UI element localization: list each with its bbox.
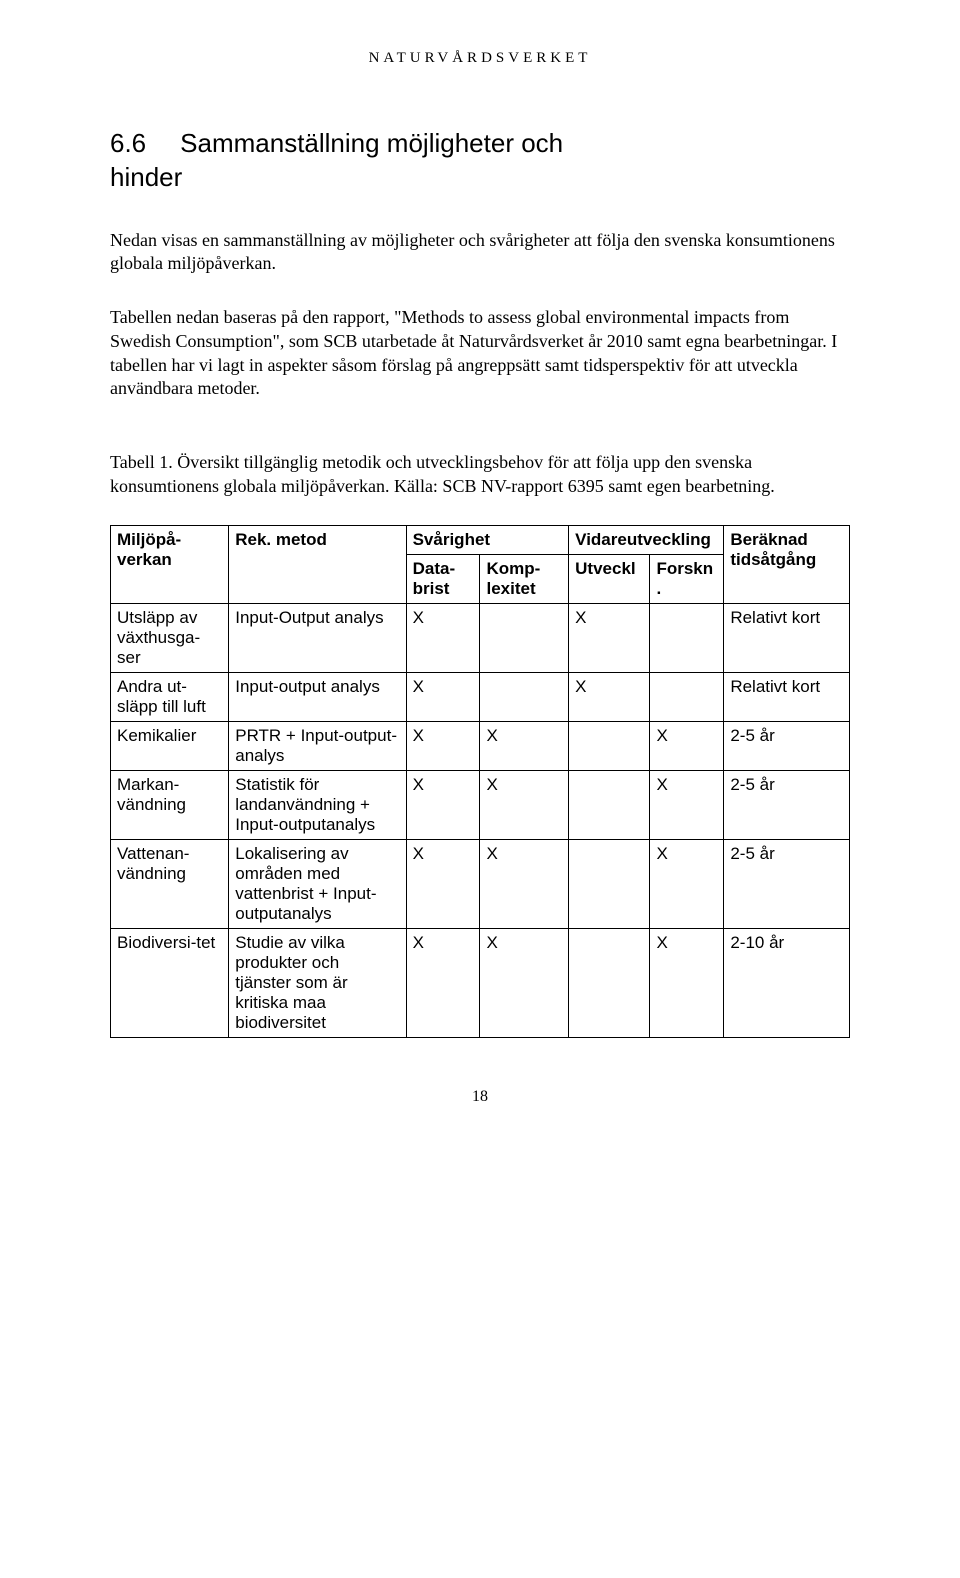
cell-impact: Utsläpp av växthusga-ser — [111, 603, 229, 672]
table-row: Vattenan-vändningLokalisering av områden… — [111, 839, 850, 928]
table-header-row-1: Miljöpå-verkan Rek. metod Svårighet Vida… — [111, 525, 850, 554]
cell-forskn: X — [650, 839, 724, 928]
cell-utveckl — [569, 928, 650, 1037]
th-databrist: Data-brist — [406, 554, 480, 603]
cell-impact: Andra ut-släpp till luft — [111, 672, 229, 721]
cell-tid: 2-5 år — [724, 770, 850, 839]
th-impact: Miljöpå-verkan — [111, 525, 229, 603]
table-row: Biodiversi-tetStudie av vilka produkter … — [111, 928, 850, 1037]
page: NATURVÅRDSVERKET 6.6 Sammanställning möjl… — [0, 0, 960, 1146]
cell-method: Studie av vilka produkter och tjänster s… — [229, 928, 406, 1037]
cell-method: Input-output analys — [229, 672, 406, 721]
cell-databrist: X — [406, 672, 480, 721]
heading-title-line1: Sammanställning möjligheter och — [180, 128, 563, 158]
cell-method: PRTR + Input-output-analys — [229, 721, 406, 770]
th-time: Beräknad tidsåtgång — [724, 525, 850, 603]
th-forskn: Forskn. — [650, 554, 724, 603]
cell-databrist: X — [406, 839, 480, 928]
cell-forskn: X — [650, 928, 724, 1037]
cell-method: Lokalisering av områden med vattenbrist … — [229, 839, 406, 928]
cell-impact: Biodiversi-tet — [111, 928, 229, 1037]
cell-impact: Kemikalier — [111, 721, 229, 770]
cell-utveckl — [569, 721, 650, 770]
th-development: Vidareutveckling — [569, 525, 724, 554]
cell-impact: Markan-vändning — [111, 770, 229, 839]
cell-komplexitet: X — [480, 928, 569, 1037]
intro-paragraph-2: Tabellen nedan baseras på den rapport, "… — [110, 306, 850, 401]
cell-tid: 2-10 år — [724, 928, 850, 1037]
table-row: KemikalierPRTR + Input-output-analysXXX2… — [111, 721, 850, 770]
page-number: 18 — [110, 1088, 850, 1106]
table-head: Miljöpå-verkan Rek. metod Svårighet Vida… — [111, 525, 850, 603]
cell-databrist: X — [406, 603, 480, 672]
cell-impact: Vattenan-vändning — [111, 839, 229, 928]
table-row: Utsläpp av växthusga-serInput-Output ana… — [111, 603, 850, 672]
cell-method: Statistik för landanvändning + Input-out… — [229, 770, 406, 839]
cell-forskn: X — [650, 770, 724, 839]
table-row: Markan-vändningStatistik för landanvändn… — [111, 770, 850, 839]
th-utveckl: Utveckl — [569, 554, 650, 603]
cell-utveckl — [569, 770, 650, 839]
cell-databrist: X — [406, 770, 480, 839]
cell-method: Input-Output analys — [229, 603, 406, 672]
heading-number: 6.6 — [110, 127, 146, 161]
cell-tid: Relativt kort — [724, 603, 850, 672]
cell-tid: Relativt kort — [724, 672, 850, 721]
cell-tid: 2-5 år — [724, 839, 850, 928]
cell-forskn — [650, 672, 724, 721]
th-komplexitet: Komp-lexitet — [480, 554, 569, 603]
cell-komplexitet — [480, 603, 569, 672]
section-heading: 6.6 Sammanställning möjligheter och hinde… — [110, 127, 850, 195]
heading-title-line2: hinder — [110, 162, 182, 192]
cell-databrist: X — [406, 721, 480, 770]
cell-databrist: X — [406, 928, 480, 1037]
methods-table: Miljöpå-verkan Rek. metod Svårighet Vida… — [110, 525, 850, 1038]
cell-komplexitet: X — [480, 839, 569, 928]
running-head: NATURVÅRDSVERKET — [110, 50, 850, 67]
table-caption: Tabell 1. Översikt tillgänglig metodik o… — [110, 451, 850, 499]
cell-utveckl: X — [569, 672, 650, 721]
cell-utveckl — [569, 839, 650, 928]
cell-komplexitet — [480, 672, 569, 721]
cell-tid: 2-5 år — [724, 721, 850, 770]
cell-forskn — [650, 603, 724, 672]
th-difficulty: Svårighet — [406, 525, 569, 554]
cell-komplexitet: X — [480, 770, 569, 839]
cell-komplexitet: X — [480, 721, 569, 770]
cell-forskn: X — [650, 721, 724, 770]
table-row: Andra ut-släpp till luftInput-output ana… — [111, 672, 850, 721]
th-method: Rek. metod — [229, 525, 406, 603]
intro-paragraph-1: Nedan visas en sammanställning av möjlig… — [110, 229, 850, 277]
cell-utveckl: X — [569, 603, 650, 672]
table-body: Utsläpp av växthusga-serInput-Output ana… — [111, 603, 850, 1037]
